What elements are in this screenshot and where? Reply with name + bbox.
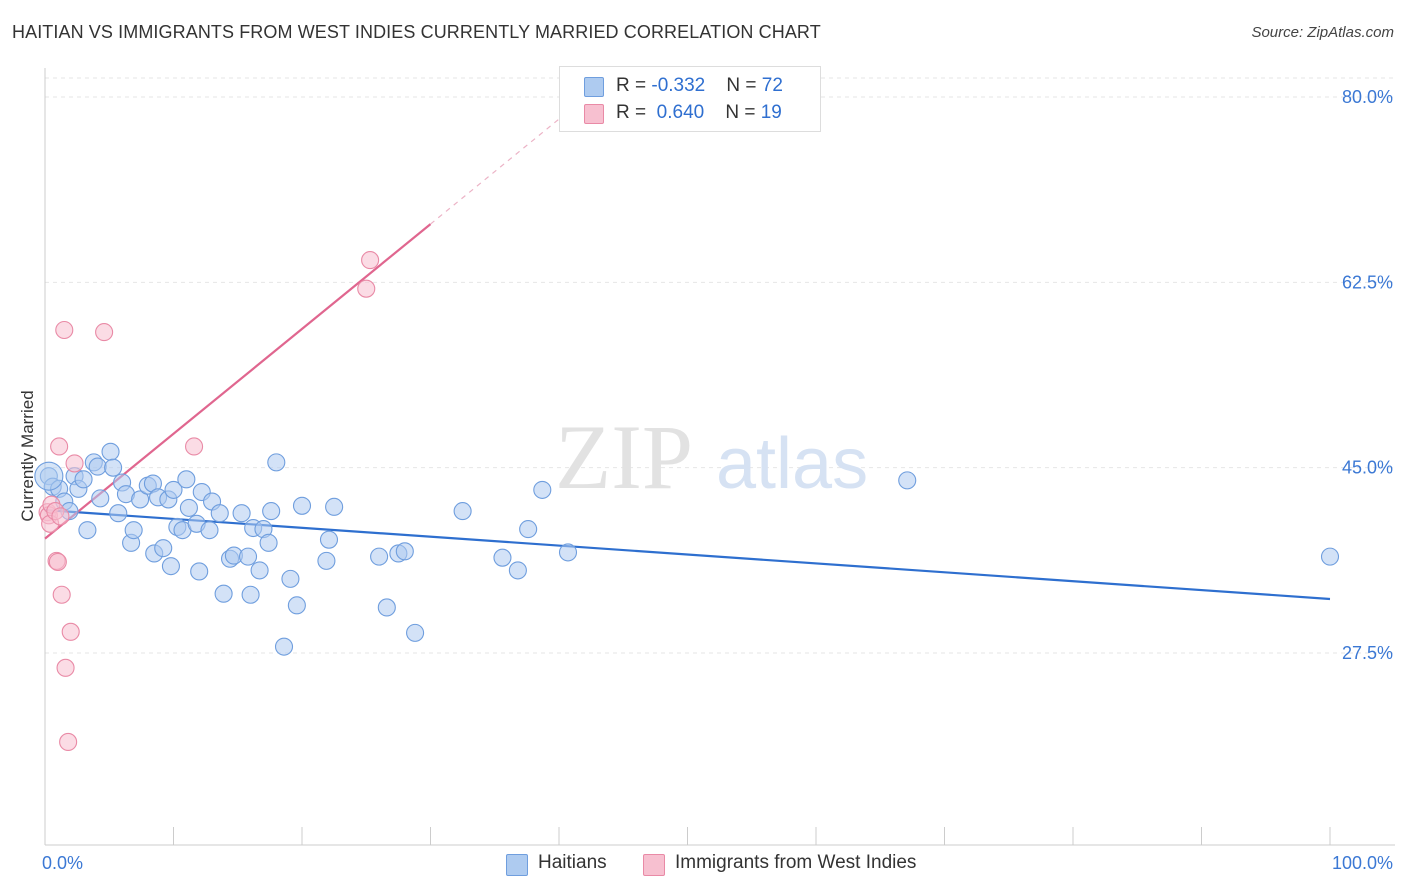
- point-haitians: [262, 502, 281, 521]
- gridlines: [45, 77, 1395, 654]
- point-west-indies: [361, 251, 380, 270]
- point-haitians: [406, 623, 425, 642]
- point-haitians: [177, 470, 196, 489]
- series-legend: Haitians Immigrants from West Indies: [0, 851, 1406, 879]
- source-label: Source: ZipAtlas.com: [1251, 24, 1394, 41]
- point-haitians: [453, 502, 472, 521]
- point-west-indies: [357, 279, 376, 298]
- point-west-indies: [65, 454, 84, 473]
- point-haitians: [131, 490, 150, 509]
- point-haitians: [325, 497, 344, 516]
- chart-title: HAITIAN VS IMMIGRANTS FROM WEST INDIES C…: [12, 22, 821, 42]
- legend-n-value: 19: [760, 102, 782, 123]
- watermark: ZIP atlas: [555, 406, 868, 508]
- point-west-indies: [51, 507, 70, 526]
- point-haitians: [101, 442, 120, 461]
- point-haitians: [124, 521, 143, 540]
- legend-n-label: N =: [725, 102, 761, 123]
- point-haitians: [317, 551, 336, 570]
- point-haitians: [377, 598, 396, 617]
- x-tick-label: 100.0%: [1332, 853, 1393, 873]
- point-west-indies: [185, 437, 204, 456]
- y-tick-label: 62.5%: [1342, 272, 1393, 292]
- correlation-legend: R = -0.332 N = 72 R = 0.640 N = 19: [559, 66, 821, 132]
- point-haitians: [109, 504, 128, 523]
- point-haitians: [533, 480, 552, 499]
- point-west-indies: [50, 437, 69, 456]
- point-haitians: [274, 637, 294, 656]
- series-swatch-west-indies: [643, 854, 665, 876]
- legend-r-value: 0.640: [651, 102, 705, 123]
- trend-lines: [44, 97, 1331, 601]
- trend-line-extension: [430, 97, 586, 225]
- point-west-indies: [56, 658, 75, 677]
- point-haitians: [267, 453, 286, 472]
- point-haitians: [287, 596, 306, 615]
- point-west-indies: [61, 622, 80, 641]
- point-haitians: [190, 562, 209, 581]
- point-haitians: [395, 542, 414, 561]
- point-west-indies: [55, 320, 74, 340]
- data-points: [34, 251, 1340, 752]
- point-west-indies: [95, 323, 114, 342]
- point-haitians: [200, 521, 219, 540]
- point-haitians: [519, 520, 538, 539]
- legend-r-value: -0.332: [651, 75, 706, 96]
- point-west-indies: [48, 552, 67, 571]
- point-haitians: [508, 561, 527, 580]
- point-haitians: [91, 489, 110, 508]
- point-haitians: [214, 584, 233, 603]
- point-west-indies: [52, 585, 71, 604]
- watermark-zip: ZIP: [555, 406, 693, 508]
- point-haitians: [232, 504, 251, 523]
- point-haitians: [250, 561, 269, 580]
- point-haitians: [154, 539, 173, 558]
- point-haitians: [34, 461, 64, 491]
- legend-n-label: N =: [726, 75, 762, 96]
- legend-swatch-haitians: [584, 77, 604, 97]
- series-label-west-indies: Immigrants from West Indies: [675, 852, 917, 873]
- y-tick-label: 45.0%: [1342, 458, 1393, 478]
- axes: [44, 68, 1395, 846]
- y-tick-label: 80.0%: [1342, 87, 1393, 107]
- legend-n-value: 72: [761, 75, 783, 96]
- point-haitians: [179, 498, 198, 517]
- series-swatch-haitians: [506, 854, 528, 876]
- legend-r-label: R =: [616, 102, 652, 123]
- point-haitians: [493, 548, 512, 567]
- point-haitians: [281, 569, 300, 588]
- point-haitians: [1320, 547, 1340, 566]
- point-haitians: [259, 533, 278, 552]
- legend-swatch-west-indies: [584, 104, 604, 124]
- point-haitians: [164, 480, 183, 499]
- x-tick-label: 0.0%: [42, 853, 83, 873]
- point-haitians: [292, 496, 312, 515]
- point-haitians: [78, 521, 97, 540]
- watermark-atlas: atlas: [716, 424, 868, 504]
- point-haitians: [161, 557, 180, 576]
- point-haitians: [210, 504, 229, 523]
- legend-r-label: R =: [616, 75, 652, 96]
- point-haitians: [104, 458, 123, 477]
- point-haitians: [88, 457, 107, 476]
- y-tick-label: 27.5%: [1342, 643, 1393, 663]
- trend-line-west-indies: [44, 223, 432, 540]
- point-west-indies: [59, 732, 78, 752]
- point-haitians: [319, 530, 339, 549]
- tick-labels: 80.0% 62.5% 45.0% 27.5% 0.0% 100.0%: [42, 87, 1393, 873]
- point-haitians: [241, 585, 260, 604]
- point-haitians: [74, 470, 93, 489]
- point-haitians: [238, 547, 258, 566]
- series-label-haitians: Haitians: [538, 852, 607, 873]
- point-haitians: [898, 471, 917, 490]
- point-haitians: [370, 547, 389, 566]
- y-axis-label: Currently Married: [18, 390, 37, 521]
- point-haitians: [558, 543, 578, 562]
